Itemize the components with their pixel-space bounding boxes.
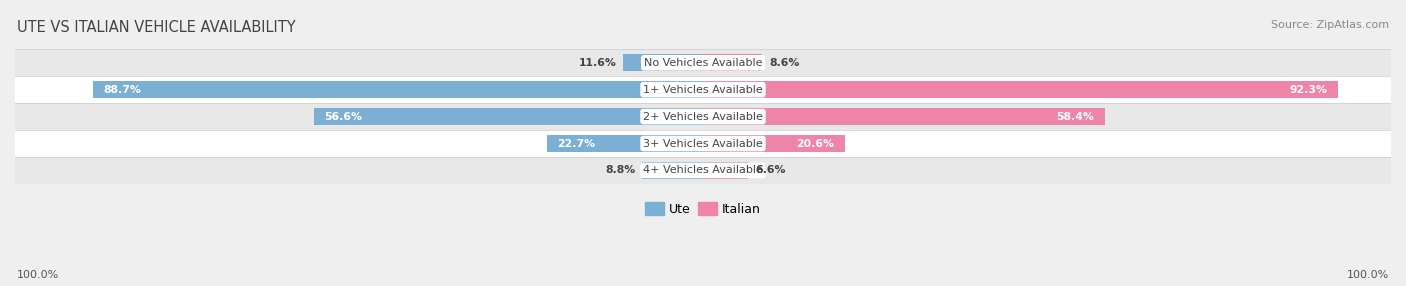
Text: No Vehicles Available: No Vehicles Available <box>644 58 762 68</box>
Bar <box>703 54 762 71</box>
Bar <box>15 157 1391 184</box>
Text: 4+ Vehicles Available: 4+ Vehicles Available <box>643 165 763 175</box>
Text: 22.7%: 22.7% <box>557 138 595 148</box>
Bar <box>93 81 703 98</box>
Legend: Ute, Italian: Ute, Italian <box>640 197 766 221</box>
Text: 3+ Vehicles Available: 3+ Vehicles Available <box>643 138 763 148</box>
Bar <box>314 108 703 125</box>
Text: 11.6%: 11.6% <box>578 58 616 68</box>
Bar <box>15 130 1391 157</box>
Text: 58.4%: 58.4% <box>1056 112 1094 122</box>
Text: 1+ Vehicles Available: 1+ Vehicles Available <box>643 85 763 95</box>
Bar <box>643 162 703 179</box>
Bar <box>15 103 1391 130</box>
Text: Source: ZipAtlas.com: Source: ZipAtlas.com <box>1271 20 1389 30</box>
Text: 88.7%: 88.7% <box>103 85 141 95</box>
Text: UTE VS ITALIAN VEHICLE AVAILABILITY: UTE VS ITALIAN VEHICLE AVAILABILITY <box>17 20 295 35</box>
Bar <box>623 54 703 71</box>
Text: 100.0%: 100.0% <box>1347 270 1389 280</box>
Bar <box>547 135 703 152</box>
Text: 8.6%: 8.6% <box>769 58 800 68</box>
Text: 92.3%: 92.3% <box>1289 85 1327 95</box>
Bar <box>15 49 1391 76</box>
Bar <box>15 76 1391 103</box>
Text: 8.8%: 8.8% <box>606 165 636 175</box>
Text: 6.6%: 6.6% <box>755 165 786 175</box>
Text: 100.0%: 100.0% <box>17 270 59 280</box>
Text: 56.6%: 56.6% <box>323 112 361 122</box>
Bar <box>703 81 1339 98</box>
Bar <box>703 162 748 179</box>
Text: 2+ Vehicles Available: 2+ Vehicles Available <box>643 112 763 122</box>
Bar <box>703 108 1105 125</box>
Text: 20.6%: 20.6% <box>796 138 834 148</box>
Bar <box>703 135 845 152</box>
